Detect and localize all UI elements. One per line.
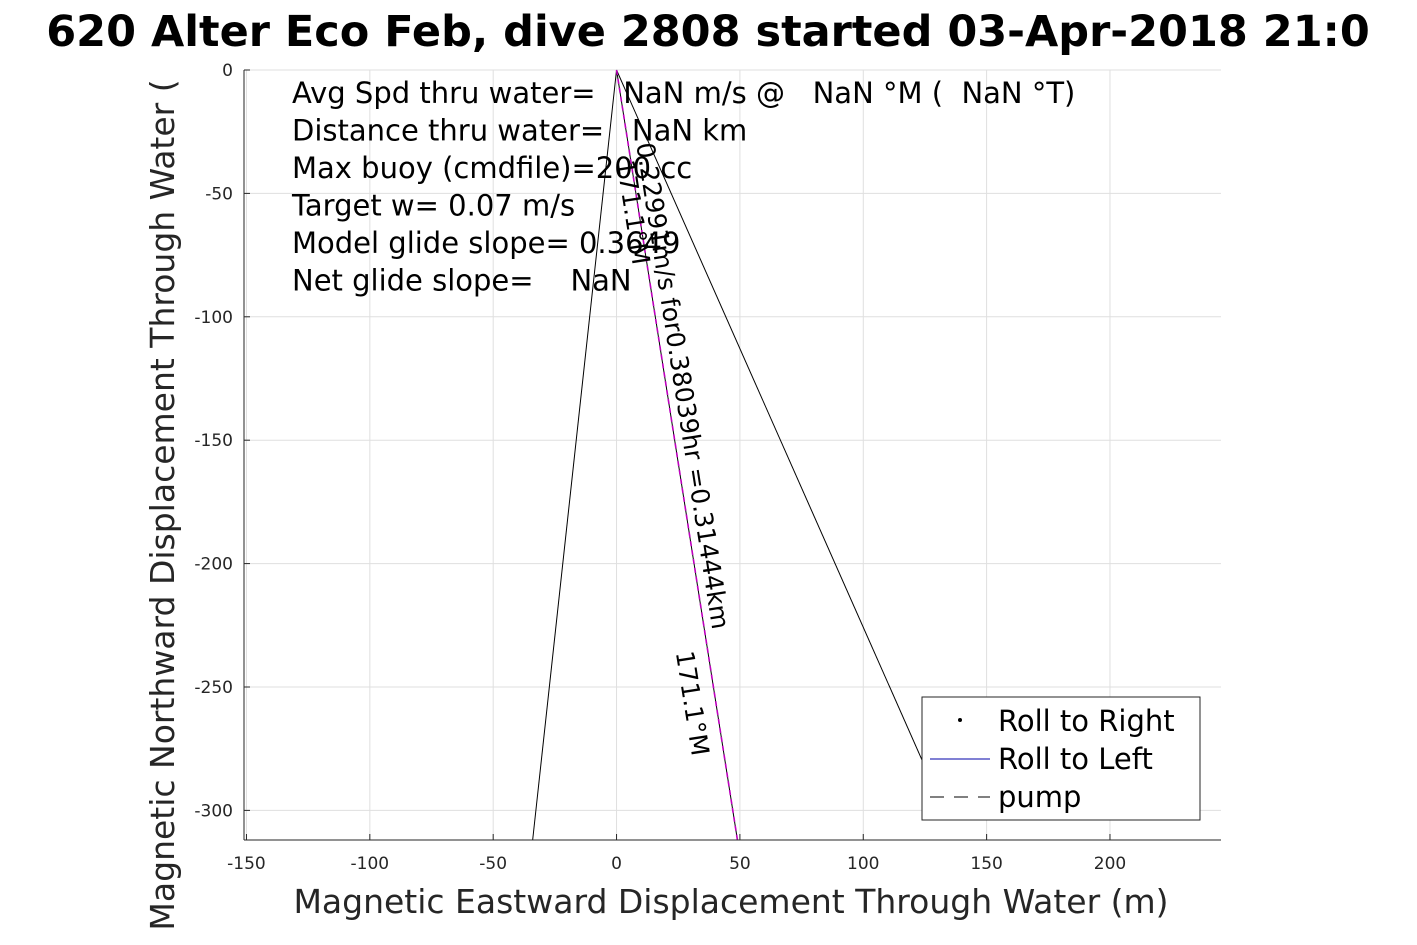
x-tick-label: 0 [611,854,622,874]
track-line-1 [532,69,618,841]
y-tick-label: 0 [222,61,233,81]
stat-line: Model glide slope= 0.3649 [292,226,680,260]
y-tick-label: -100 [194,308,233,328]
track-annotation: 171.1°M [670,649,715,758]
x-tick-label: 50 [729,854,751,874]
x-tick-label: 150 [970,854,1002,874]
y-tick-label: -150 [194,431,233,451]
x-tick-label: 200 [1094,854,1126,874]
annotations: 0.22991m/s for0.38039hr =0.31444km171.1°… [611,140,736,757]
chart-title: 620 Alter Eco Feb, dive 2808 started 03-… [46,7,1369,57]
y-axis-label: Magnetic Northward Displacement Through … [143,79,182,930]
x-tick-label: -50 [479,854,507,874]
stat-line: Avg Spd thru water= NaN m/s @ NaN °M ( N… [292,76,1075,110]
stat-line: Distance thru water= NaN km [292,114,747,148]
stat-line: Max buoy (cmdfile)=200 cc [292,151,692,185]
x-tick-label: 100 [847,854,879,874]
legend-label: Roll to Right [998,704,1175,738]
y-tick-label: -50 [205,184,233,204]
legend-label: pump [998,780,1081,814]
x-tick-label: -100 [351,854,390,874]
axes [243,69,1221,841]
y-tick-label: -200 [194,555,233,575]
stats-text: Avg Spd thru water= NaN m/s @ NaN °M ( N… [291,76,1075,298]
x-axis-label: Magnetic Eastward Displacement Through W… [293,882,1168,921]
x-tick-label: -150 [227,854,266,874]
grid [244,69,1221,840]
legend-marker-dot [958,718,962,722]
stat-line: Target w= 0.07 m/s [291,189,575,223]
legend: Roll to Right Roll to Left pump [921,696,1201,821]
stat-line: Net glide slope= NaN [292,264,632,298]
y-tick-label: -250 [194,678,233,698]
y-tick-label: -300 [194,801,233,821]
tick-labels: -150 -100 -50 0 50 100 150 200 0 -50 -100 -150 -200 -… [194,61,1126,874]
data-lines [532,69,923,841]
legend-label: Roll to Left [998,742,1153,776]
track-line-4 [615,69,739,841]
track-line-2 [616,69,923,762]
